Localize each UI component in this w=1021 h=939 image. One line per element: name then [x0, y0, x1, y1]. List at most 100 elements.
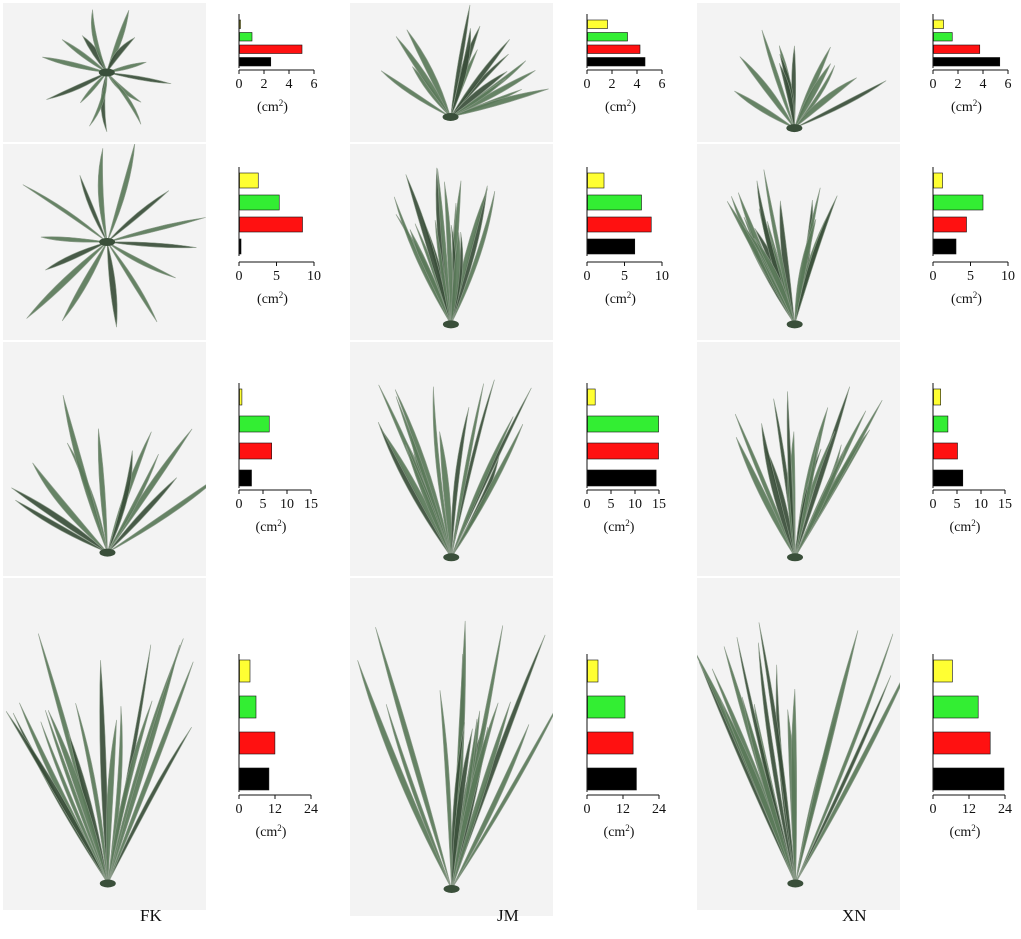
x-tick-label: 0: [236, 802, 243, 817]
bar-red: [933, 216, 967, 233]
unit-label: (cm2): [605, 98, 636, 115]
bar-yellow: [239, 388, 243, 406]
x-tick-label: 10: [974, 497, 988, 512]
bar-yellow: [933, 388, 941, 406]
bar-black: [587, 57, 646, 67]
plant-image: [42, 9, 172, 132]
unit-label: (cm2): [951, 290, 982, 307]
bar-red: [933, 731, 991, 755]
column-label-fk: FK: [140, 906, 162, 925]
x-tick-label: 0: [584, 77, 591, 92]
x-tick-label: 2: [261, 77, 268, 92]
x-tick-label: 6: [311, 77, 318, 92]
plant-panel-xn-row2: [697, 144, 900, 340]
bar-black: [239, 238, 242, 255]
bar-yellow: [239, 19, 241, 29]
bar-yellow: [933, 172, 943, 189]
plant-image: [11, 394, 206, 557]
unit-label: (cm2): [605, 290, 636, 307]
plant-panel-fk-row1: [3, 3, 206, 142]
bar-red: [933, 442, 958, 460]
x-tick-label: 2: [955, 77, 962, 92]
x-tick-label: 15: [652, 497, 666, 512]
x-tick-label: 6: [1005, 77, 1012, 92]
x-tick-label: 5: [967, 269, 974, 284]
x-tick-label: 15: [998, 497, 1012, 512]
x-tick-label: 10: [280, 497, 294, 512]
bar-chart-fk-row3: 0 5 10 15 (cm2): [236, 383, 318, 535]
x-tick-label: 10: [1001, 269, 1015, 284]
x-tick-label: 10: [307, 269, 321, 284]
x-tick-label: 0: [236, 269, 243, 284]
plant-panel-jm-row3: [350, 342, 553, 576]
x-tick-label: 2: [609, 77, 616, 92]
bar-red: [587, 44, 641, 54]
plant-panel-jm-row2: [350, 144, 553, 340]
plant-panel-xn-row3: [697, 342, 900, 576]
plant-panel-fk-row3: [3, 342, 206, 576]
bar-green: [933, 194, 984, 211]
bar-green: [587, 695, 626, 719]
unit-label: (cm2): [950, 823, 981, 840]
bar-green: [933, 695, 979, 719]
x-tick-label: 5: [260, 497, 267, 512]
x-tick-label: 4: [634, 77, 641, 92]
bar-yellow: [933, 19, 944, 29]
plant-image: [380, 4, 549, 121]
x-tick-label: 0: [236, 77, 243, 92]
unit-label: (cm2): [604, 823, 635, 840]
x-tick-label: 0: [584, 497, 591, 512]
bar-black: [933, 57, 1001, 67]
x-tick-label: 12: [268, 802, 282, 817]
bar-red: [239, 731, 276, 755]
x-tick-label: 10: [655, 269, 669, 284]
bar-yellow: [587, 388, 596, 406]
x-tick-label: 4: [286, 77, 293, 92]
bar-black: [587, 238, 636, 255]
bar-yellow: [587, 172, 605, 189]
plant-image: [734, 29, 887, 133]
plant-panel-xn-row4: [697, 578, 900, 910]
x-tick-label: 6: [659, 77, 666, 92]
x-tick-label: 0: [236, 497, 243, 512]
bar-green: [587, 194, 642, 211]
bar-chart-jm-row1: 0 2 4 6 (cm2): [584, 14, 666, 115]
plant-image: [5, 633, 194, 888]
x-tick-label: 5: [608, 497, 615, 512]
bar-black: [933, 238, 957, 255]
bar-red: [239, 216, 303, 233]
bar-red: [587, 442, 659, 460]
bar-green: [239, 194, 280, 211]
bar-chart-xn-row3: 0 5 10 15 (cm2): [930, 383, 1012, 535]
unit-label: (cm2): [256, 823, 287, 840]
bar-chart-jm-row2: 0 5 10 (cm2): [584, 167, 669, 307]
bar-black: [587, 469, 657, 487]
bar-chart-jm-row4: 0 12 24 (cm2): [584, 654, 666, 840]
plant-image: [377, 379, 532, 562]
x-tick-label: 5: [621, 269, 628, 284]
bar-chart-fk-row2: 0 5 10 (cm2): [236, 167, 321, 307]
plant-image: [357, 620, 553, 893]
plant-image: [697, 622, 900, 888]
x-tick-label: 5: [273, 269, 280, 284]
bar-chart-fk-row4: 0 12 24 (cm2): [236, 654, 318, 840]
bar-red: [239, 442, 272, 460]
bar-chart-fk-row1: 0 2 4 6 (cm2): [236, 14, 318, 115]
bar-black: [933, 767, 1005, 791]
bar-yellow: [239, 172, 259, 189]
unit-label: (cm2): [257, 98, 288, 115]
plant-panel-fk-row4: [3, 578, 206, 910]
bar-chart-xn-row1: 0 2 4 6 (cm2): [930, 14, 1012, 115]
bar-red: [933, 44, 981, 54]
bar-green: [933, 32, 953, 42]
bar-green: [933, 415, 949, 433]
bar-black: [587, 767, 637, 791]
plant-panel-fk-row2: [3, 144, 206, 340]
plant-panel-jm-row1: [350, 3, 553, 142]
bar-red: [239, 44, 303, 54]
bar-yellow: [587, 19, 608, 29]
bar-yellow: [933, 659, 953, 683]
plant-image: [22, 144, 206, 328]
x-tick-label: 0: [584, 269, 591, 284]
